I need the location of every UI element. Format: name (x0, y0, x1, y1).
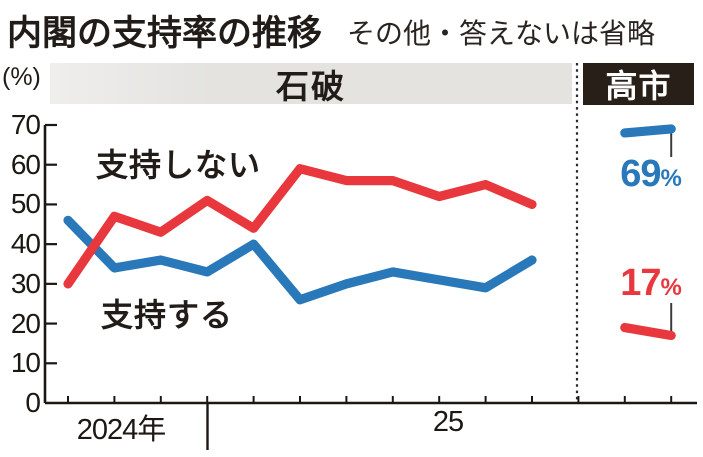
y-tick-label: 10 (10, 347, 41, 379)
page-subtitle: その他・答えないは省略 (347, 18, 656, 49)
approve-line-takaichi (620, 124, 676, 138)
period-band-ishiba: 石破 (50, 63, 572, 105)
disapprove-line-ishiba (63, 164, 537, 289)
x-axis-label-2024: 2024年 (76, 414, 167, 446)
y-tick-label: 0 (25, 387, 41, 418)
callout-disapprove-unit: % (660, 274, 682, 301)
callout-disapprove-value: 17 (620, 262, 661, 304)
callout-approve-value: 69 (620, 153, 661, 195)
period-band-ishiba-label: 石破 (276, 67, 346, 105)
y-tick-label: 70 (10, 109, 41, 140)
callout-approve-unit: % (660, 165, 682, 192)
period-band-takaichi-label: 高市 (605, 68, 672, 104)
y-tick-label: 30 (10, 267, 41, 299)
period-band-takaichi: 高市 (583, 63, 694, 105)
page-title: 内閣の支持率の推移 (7, 14, 323, 53)
y-tick-label: 60 (10, 148, 41, 180)
x-axis-label-25: 25 (432, 406, 464, 438)
y-tick-label: 50 (10, 188, 41, 220)
series-label-disapprove: 支持しない (96, 147, 262, 183)
callout-approve-latest: 69% (606, 153, 696, 196)
series-label-approve: 支持する (101, 297, 234, 333)
disapprove-line-takaichi (620, 322, 676, 341)
callout-disapprove-latest: 17% (606, 262, 696, 305)
y-tick-label: 20 (10, 307, 41, 339)
y-tick-label: 40 (10, 228, 41, 260)
y-axis-unit-label: (%) (2, 63, 41, 91)
approve-line-ishiba (63, 215, 537, 305)
